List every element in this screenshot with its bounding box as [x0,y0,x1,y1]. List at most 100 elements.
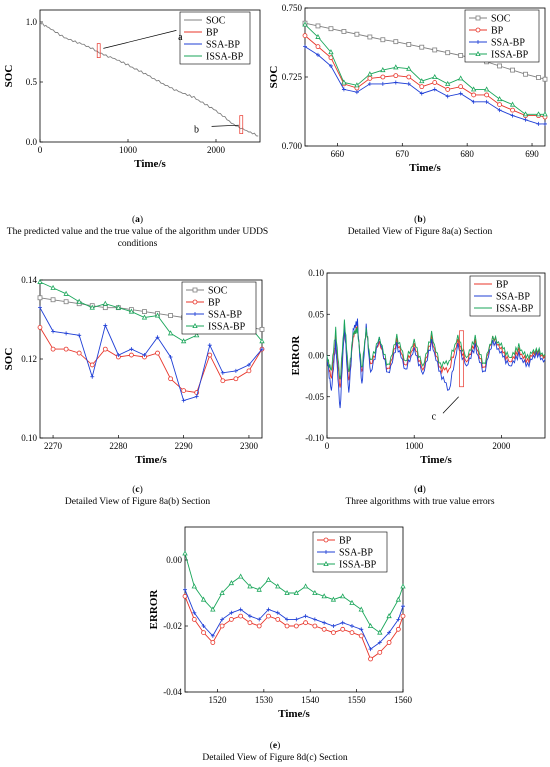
annotation-arrow [442,396,459,414]
data-point-BP [228,617,234,622]
series-line-SSA-BP [304,46,545,125]
y-tick-label: 0.750 [282,3,303,13]
data-point-ISSA-BP [380,67,386,73]
data-point-BP [395,626,401,632]
data-point-ISSA-BP [377,629,383,635]
data-point-SSA-BP [359,627,364,632]
data-point-SOC [354,31,360,37]
data-point-BP [275,617,281,622]
data-point-ISSA-BP [358,606,364,612]
legend-marker [192,287,198,293]
chart-b: 660 670 680 6900.7000.7250.750Time/sSOCSOCB… [268,3,548,174]
data-point-ISSA-BP [259,338,265,344]
y-tick-label: 0.14 [21,275,37,285]
data-point-SOC [380,37,386,43]
data-point-SSA-BP [220,617,225,622]
data-point-SOC [102,305,108,311]
data-point-SSA-BP [238,607,243,612]
data-point-SSA-BP [285,617,290,622]
data-point-SOC [445,50,451,56]
data-point-BP [76,350,82,356]
data-point-SOC [432,47,438,53]
data-point-SSA-BP [340,620,345,625]
data-point-BP [497,102,502,107]
data-point-ISSA-BP [102,300,108,306]
x-tick-label: 1000 [119,145,138,155]
data-point-SOC [63,299,69,305]
data-point-ISSA-BP [432,73,438,79]
y-tick-label: 0.10 [308,268,324,278]
data-point-ISSA-BP [89,304,95,310]
caption-a: (a) The predicted value and the true valu… [6,215,269,249]
data-point-ISSA-BP [275,583,281,589]
data-point-SOC [50,297,56,303]
series-line-SSA-BP [184,589,404,650]
x-tick-label: 2280 [109,441,128,451]
legend-label: ISSA-BP [208,322,246,333]
data-point-ISSA-BP [302,583,309,589]
data-point-BP [358,633,364,639]
data-point-ISSA-BP [470,86,477,92]
data-point-BP [367,75,373,81]
data-point-SSA-BP [322,620,327,625]
chart-a: 0 1000 20000.00.51.0Time/sSOCSOCBPSSA-BPIS… [3,9,261,170]
data-point-ISSA-BP [256,586,262,592]
data-point-SSA-BP [367,81,372,86]
legend-label: ISSA-BP [491,50,529,61]
data-point-SSA-BP [192,610,197,615]
data-point-SOC [37,295,43,301]
y-tick-label: 0.10 [21,433,37,443]
data-point-BP [312,623,318,629]
data-point-SSA-BP [387,630,392,635]
data-point-SSA-BP [181,398,186,403]
y-tick-label: -0.05 [305,392,324,402]
legend-marker [476,40,480,44]
data-point-BP [315,44,321,50]
data-point-BP [63,346,69,352]
data-point-SSA-BP [377,640,382,645]
data-point-ISSA-BP [167,330,174,336]
data-point-ISSA-BP [496,96,503,102]
data-point-SSA-BP [90,374,95,379]
data-point-ISSA-BP [76,298,82,304]
annotation-label: c [432,411,437,422]
data-point-SSA-BP [168,355,173,360]
data-point-SSA-BP [497,108,502,113]
data-point-SSA-BP [341,87,346,92]
y-tick-label: 0.5 [26,77,38,87]
data-point-BP [181,388,187,394]
series-line-SSA-BP [326,318,546,409]
data-point-ISSA-BP [330,596,337,602]
data-point-ISSA-BP [115,304,122,310]
data-point-ISSA-BP [247,583,253,589]
data-point-SSA-BP [201,624,206,628]
data-point-BP [247,620,253,626]
data-point-BP [266,613,271,619]
data-point-BP [380,74,386,80]
x-tick-label: 660 [331,149,345,159]
legend-label: SSA-BP [208,310,242,321]
data-point-SSA-BP [510,113,515,118]
annotation-arrow [211,124,239,127]
data-point-SSA-BP [246,362,251,367]
data-point-SSA-BP [220,370,225,375]
data-point-ISSA-BP [200,596,207,602]
data-point-ISSA-BP [128,308,135,314]
data-point-SSA-BP [393,80,398,85]
caption-b: (b) Detailed View of Figure 8a(a) Section [347,215,493,237]
legend-marker [324,550,328,554]
data-point-BP [220,378,226,384]
data-point-ISSA-BP [367,71,373,77]
y-tick-label: 0.00 [166,555,182,565]
data-point-ISSA-BP [265,576,272,582]
data-point-ISSA-BP [483,86,490,92]
legend-label: BP [496,280,509,291]
legend-label: ISSA-BP [496,304,534,315]
legend-label: SOC [208,286,228,297]
data-point-SSA-BP [233,368,238,373]
data-point-SOC [168,313,173,318]
